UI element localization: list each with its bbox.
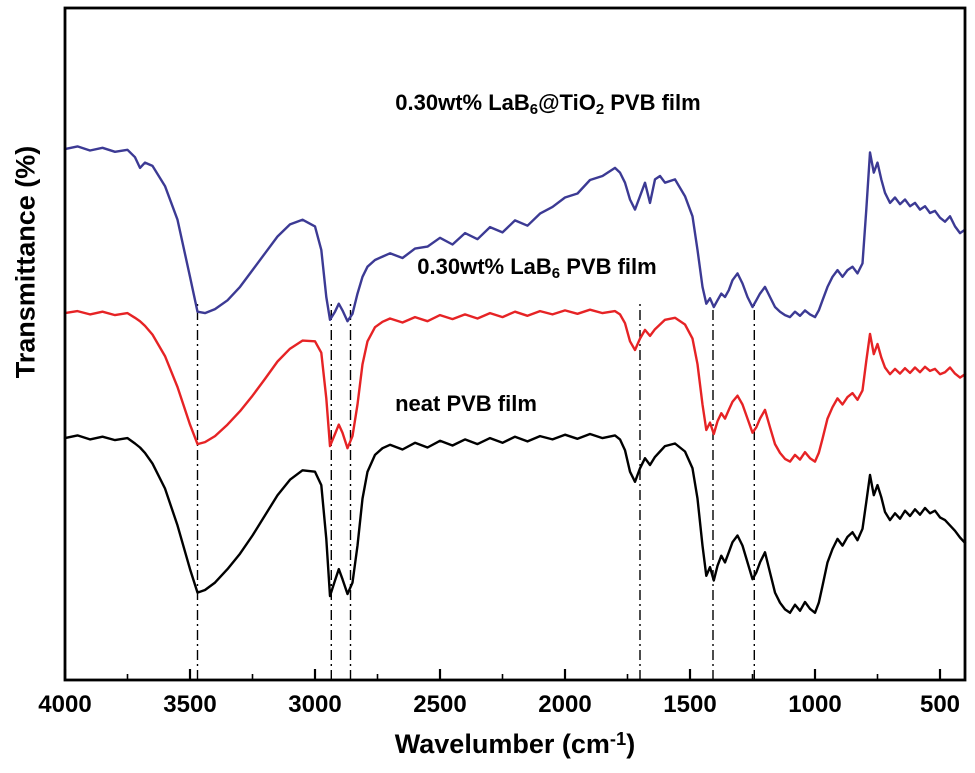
x-tick-label-500: 500 (920, 691, 960, 718)
label-text: cm (570, 729, 610, 760)
x-tick-label-3500: 3500 (163, 691, 216, 718)
subscript: 6 (551, 264, 561, 282)
x-tick-label-4000: 4000 (38, 691, 91, 718)
label-text: @TiO (538, 90, 596, 116)
label-text: PVB film (604, 90, 701, 116)
label-text: PVB film (560, 254, 657, 280)
x-tick-label-2500: 2500 (413, 691, 466, 718)
spectrum-curve-lab6_pvb (63, 308, 967, 463)
series-label-neat: neat PVB film (395, 391, 537, 417)
subscript: 6 (529, 100, 539, 118)
series-label-lab6: 0.30wt% LaB6 PVB film (417, 254, 656, 282)
y-axis-title: Transmittance (%) (10, 145, 41, 379)
label-text: Wavelumber ( (394, 729, 571, 760)
label-text: 0.30wt% LaB (395, 90, 530, 116)
x-axis-title: Wavelumber (cm-1) (395, 728, 635, 760)
superscript: -1 (609, 727, 627, 749)
x-tick-label-1000: 1000 (788, 691, 841, 718)
label-text: neat PVB film (395, 391, 537, 416)
x-tick-label-1500: 1500 (663, 691, 716, 718)
label-text: ) (626, 729, 636, 760)
label-text: 0.30wt% LaB (417, 254, 552, 280)
series-label-lab6-tio2: 0.30wt% LaB6@TiO2 PVB film (395, 90, 700, 118)
x-tick-label-3000: 3000 (288, 691, 341, 718)
spectrum-curve-lab6_tio2_pvb (63, 145, 967, 323)
subscript: 2 (595, 100, 605, 118)
spectrum-curve-neat_pvb (63, 432, 967, 614)
plot-border (63, 6, 967, 682)
x-tick-label-2000: 2000 (538, 691, 591, 718)
